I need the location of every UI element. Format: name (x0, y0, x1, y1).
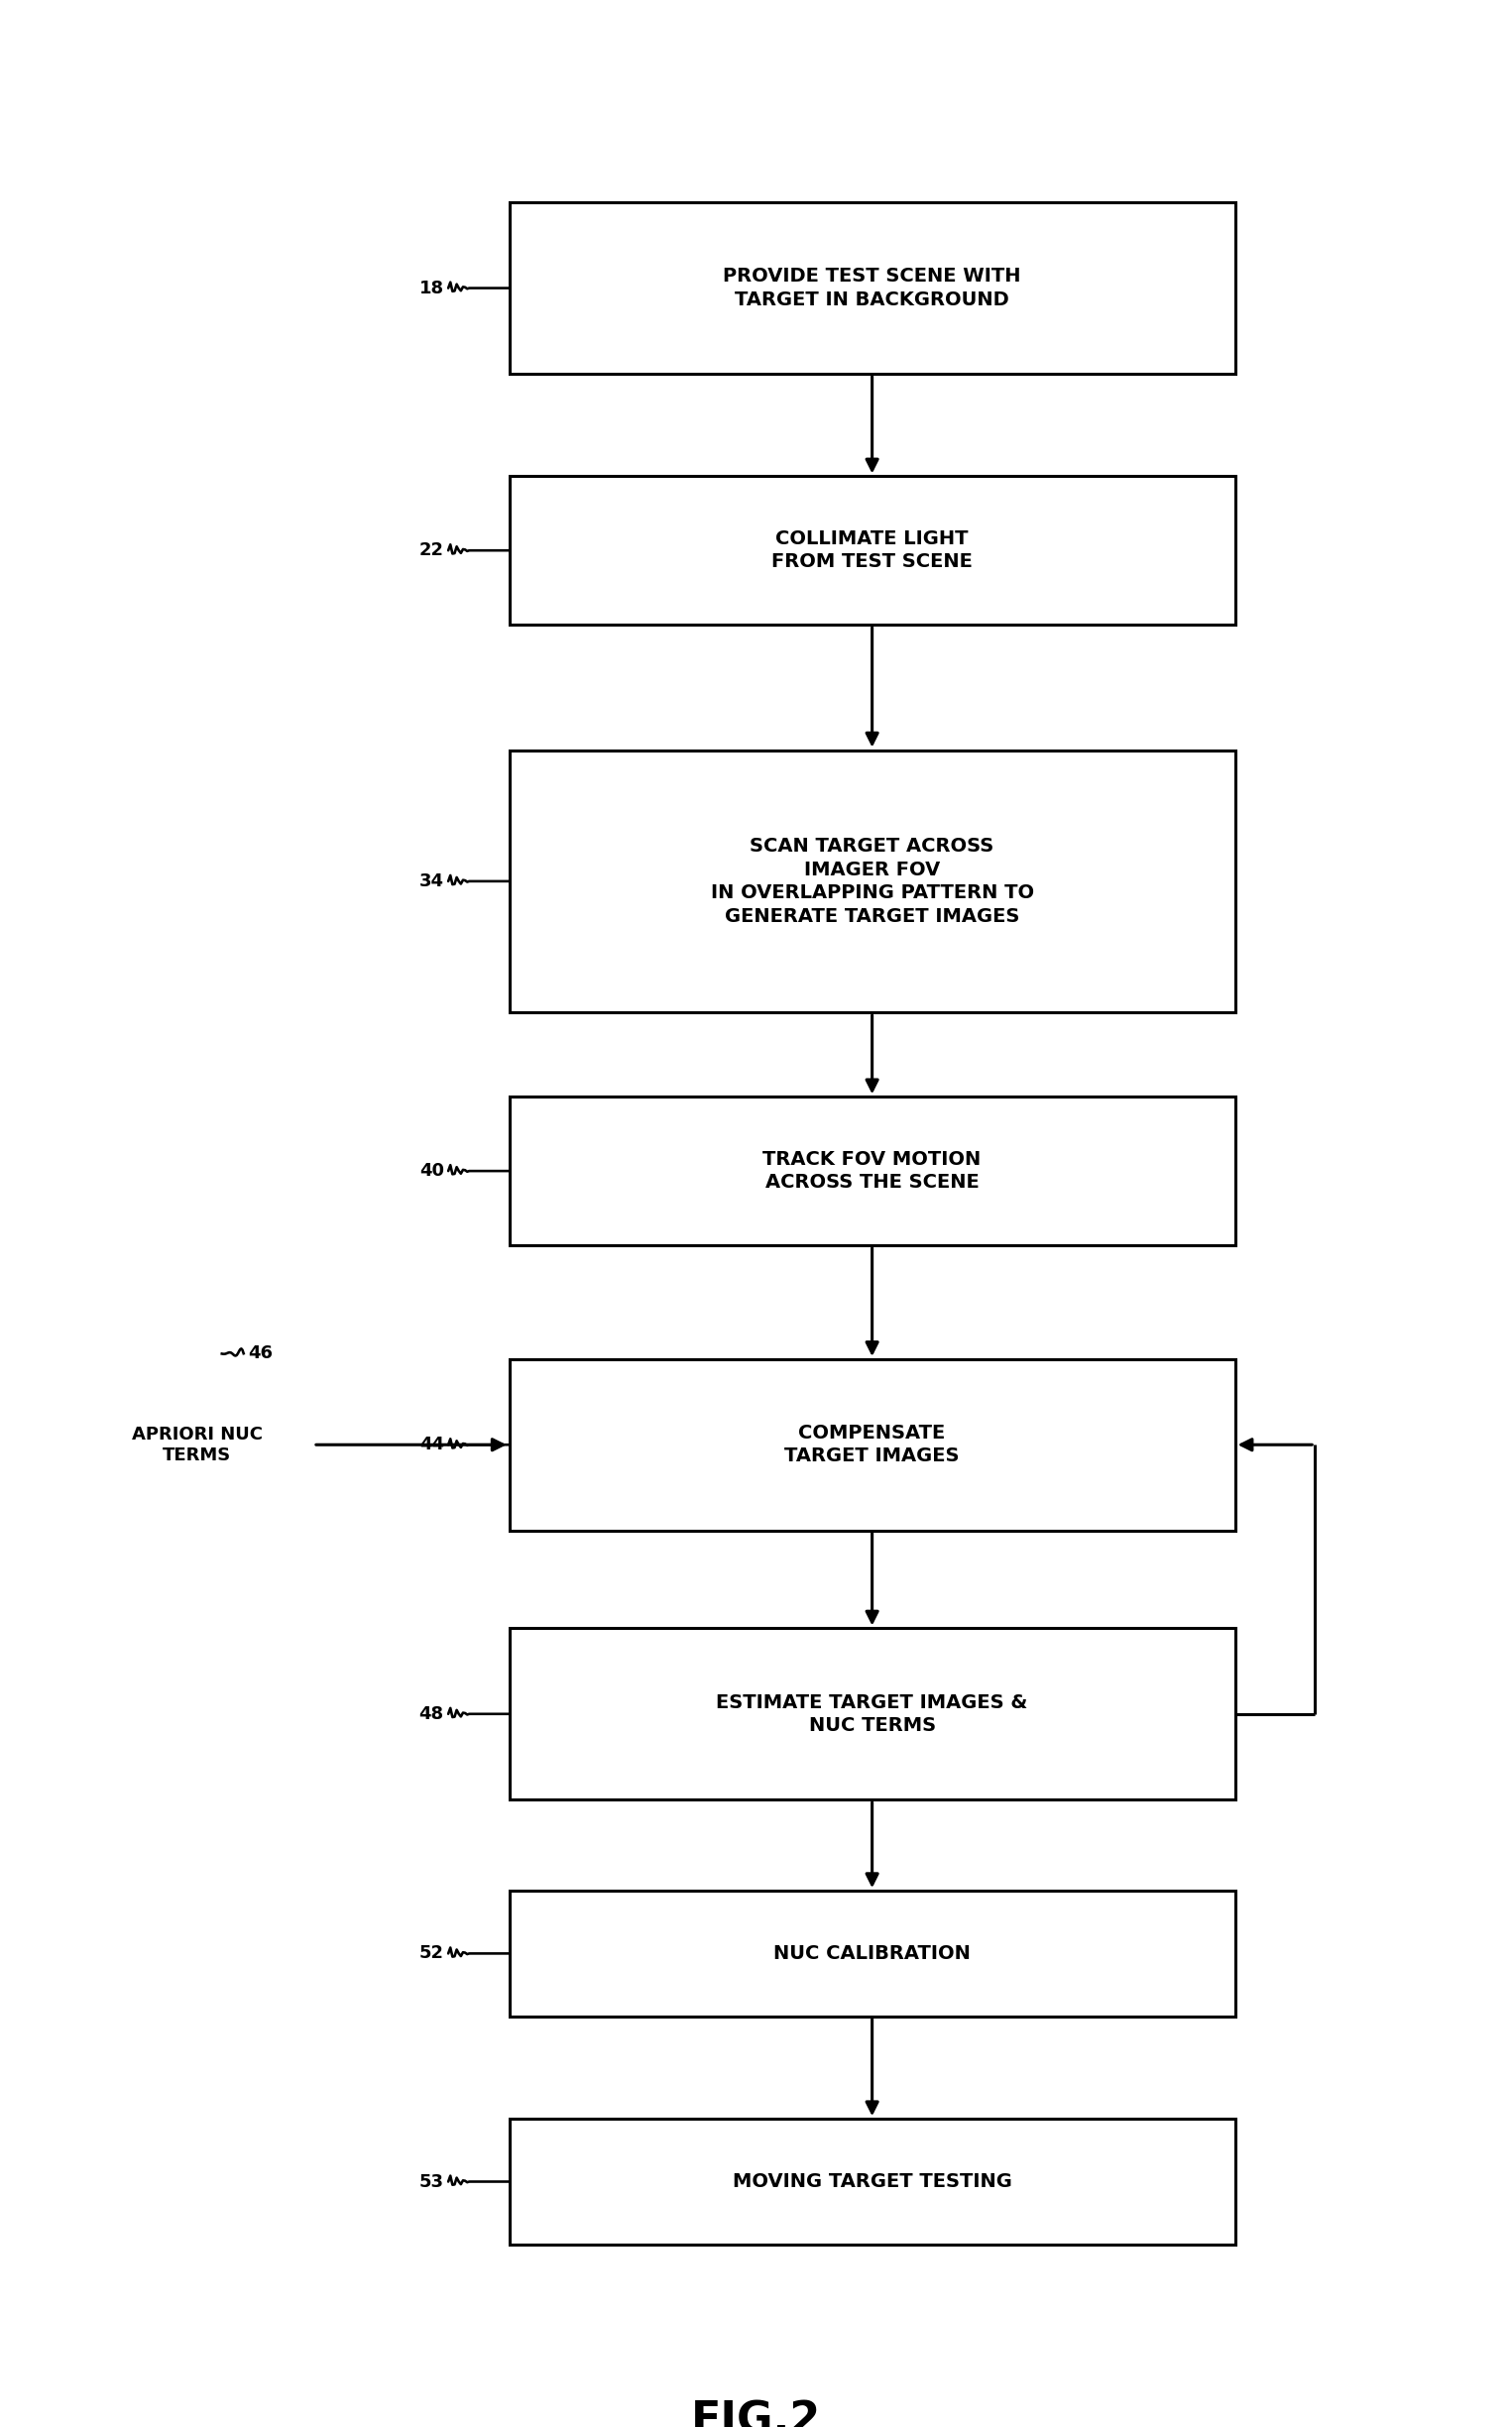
Bar (510, 1891, 1235, 2017)
Text: 34: 34 (419, 871, 445, 891)
Text: NUC CALIBRATION: NUC CALIBRATION (774, 1944, 971, 1963)
Text: ESTIMATE TARGET IMAGES &
NUC TERMS: ESTIMATE TARGET IMAGES & NUC TERMS (717, 1694, 1028, 1735)
Text: 18: 18 (419, 279, 445, 296)
Text: 40: 40 (419, 1163, 445, 1180)
Bar (510, 1359, 1235, 1531)
Text: COLLIMATE LIGHT
FROM TEST SCENE: COLLIMATE LIGHT FROM TEST SCENE (771, 529, 972, 570)
Text: APRIORI NUC
TERMS: APRIORI NUC TERMS (132, 1425, 263, 1463)
Text: 46: 46 (248, 1345, 272, 1362)
Text: COMPENSATE
TARGET IMAGES: COMPENSATE TARGET IMAGES (785, 1425, 960, 1466)
Text: TRACK FOV MOTION
ACROSS THE SCENE: TRACK FOV MOTION ACROSS THE SCENE (764, 1150, 981, 1192)
Text: 53: 53 (419, 2172, 445, 2192)
Text: 22: 22 (419, 541, 445, 558)
Bar (510, 201, 1235, 374)
Bar (510, 1097, 1235, 1245)
Text: 48: 48 (419, 1706, 445, 1723)
Bar (510, 476, 1235, 624)
Text: SCAN TARGET ACROSS
IMAGER FOV
IN OVERLAPPING PATTERN TO
GENERATE TARGET IMAGES: SCAN TARGET ACROSS IMAGER FOV IN OVERLAP… (711, 837, 1034, 925)
Text: FIG.2: FIG.2 (691, 2400, 821, 2427)
Text: PROVIDE TEST SCENE WITH
TARGET IN BACKGROUND: PROVIDE TEST SCENE WITH TARGET IN BACKGR… (723, 267, 1021, 308)
Text: 52: 52 (419, 1944, 445, 1963)
Bar (510, 2119, 1235, 2245)
Text: MOVING TARGET TESTING: MOVING TARGET TESTING (732, 2172, 1012, 2192)
Bar (510, 750, 1235, 1012)
Bar (510, 1629, 1235, 1798)
Text: 44: 44 (419, 1437, 445, 1454)
